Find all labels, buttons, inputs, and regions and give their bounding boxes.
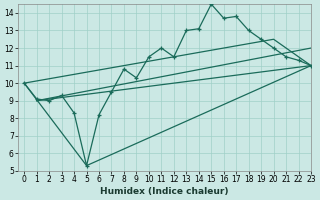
X-axis label: Humidex (Indice chaleur): Humidex (Indice chaleur) xyxy=(100,187,229,196)
